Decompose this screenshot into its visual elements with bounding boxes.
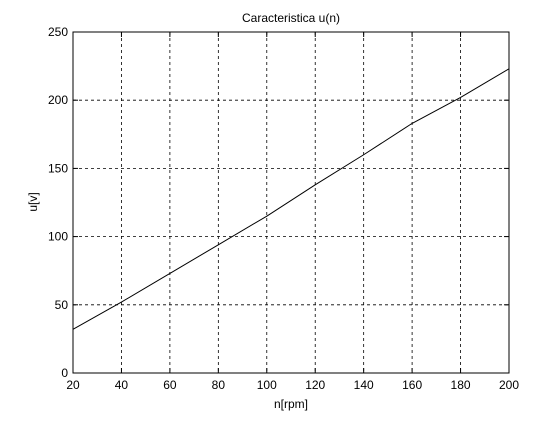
x-tick-label: 40 xyxy=(115,378,129,392)
ticks xyxy=(72,31,510,374)
y-tick-label: 150 xyxy=(48,161,68,175)
y-tick-label: 100 xyxy=(48,230,68,244)
x-tick-label: 140 xyxy=(354,378,374,392)
x-tick-label: 160 xyxy=(402,378,422,392)
y-axis-label: u[v] xyxy=(26,192,40,211)
plot-area xyxy=(73,32,509,373)
x-tick-labels: 20 40 60 80 100 120 140 160 180 200 xyxy=(66,378,519,392)
x-tick-label: 60 xyxy=(163,378,177,392)
y-tick-label: 50 xyxy=(55,298,69,312)
x-tick-label: 80 xyxy=(212,378,226,392)
x-tick-label: 200 xyxy=(499,378,519,392)
y-tick-label: 200 xyxy=(48,93,68,107)
grid xyxy=(73,32,509,373)
plot-frame xyxy=(72,31,510,374)
x-tick-label: 120 xyxy=(305,378,325,392)
series-line xyxy=(72,68,510,330)
x-tick-label: 180 xyxy=(451,378,471,392)
series-layer xyxy=(72,68,510,330)
y-tick-labels: 0 50 100 150 200 250 xyxy=(48,25,68,380)
chart-title: Caracteristica u(n) xyxy=(242,11,340,25)
x-tick-label: 20 xyxy=(66,378,80,392)
y-tick-label: 0 xyxy=(61,366,68,380)
y-tick-label: 250 xyxy=(48,25,68,39)
x-axis-label: n[rpm] xyxy=(274,397,308,411)
x-tick-label: 100 xyxy=(257,378,277,392)
